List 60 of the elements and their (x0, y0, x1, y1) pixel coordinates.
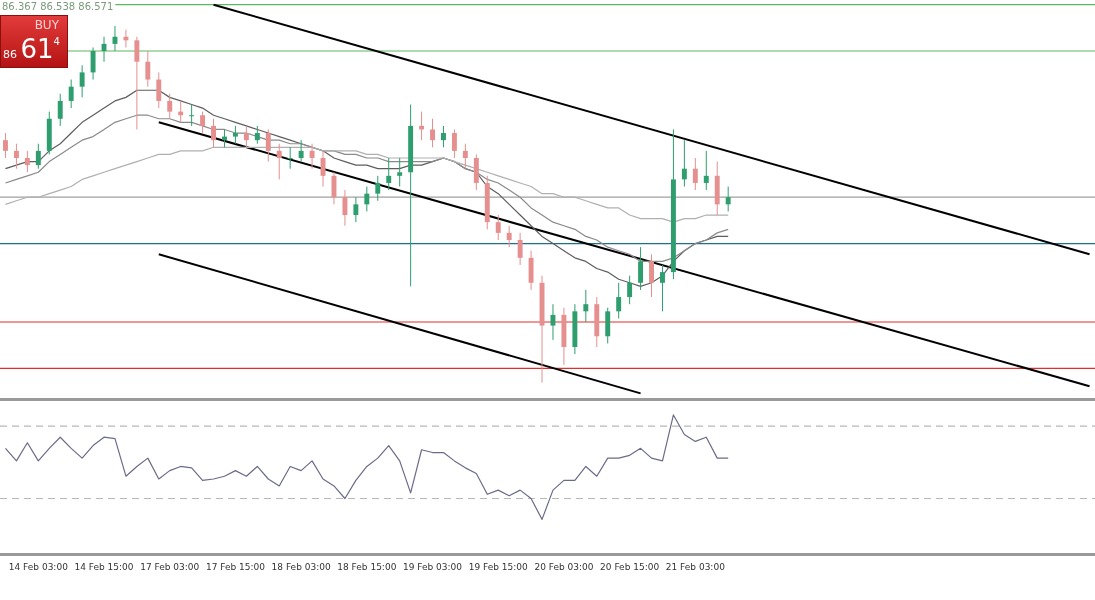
candlestick (265, 128, 271, 163)
candlestick (583, 289, 589, 323)
candlestick (156, 71, 162, 109)
candlestick (167, 93, 173, 120)
candlestick (145, 50, 151, 88)
candlestick (134, 36, 140, 130)
candlestick (57, 93, 63, 127)
candlestick (90, 46, 96, 81)
candlestick (703, 150, 709, 191)
candlestick (649, 253, 654, 298)
candlestick (627, 275, 633, 305)
x-tick-label: 20 Feb 03:00 (534, 561, 594, 572)
x-tick-label: 21 Feb 03:00 (665, 561, 726, 572)
candlestick (441, 125, 446, 148)
x-tick-label: 14 Feb 15:00 (74, 561, 134, 572)
x-tick-label: 17 Feb 03:00 (140, 561, 200, 572)
candlestick (451, 128, 457, 159)
candlestick (375, 175, 381, 202)
x-tick-label: 18 Feb 15:00 (337, 561, 397, 572)
candlestick (309, 143, 315, 170)
candlestick (79, 64, 85, 98)
candlestick (342, 189, 348, 227)
candlestick (298, 139, 304, 163)
candlestick (638, 246, 644, 291)
candlestick (200, 111, 206, 134)
x-tick-label: 14 Feb 03:00 (8, 561, 69, 572)
candlestick (189, 104, 195, 127)
candlestick (353, 196, 359, 223)
x-tick-label: 17 Feb 15:00 (205, 561, 266, 572)
x-tick-label: 20 Feb 15:00 (600, 561, 660, 572)
candlestick (616, 282, 622, 319)
candlestick (287, 146, 293, 170)
candlestick (35, 143, 41, 170)
candlestick (681, 139, 687, 188)
candlestick (13, 143, 19, 170)
annotation: 86 (3, 48, 18, 61)
candlestick (24, 150, 30, 173)
candlestick (68, 79, 74, 109)
candlestick (506, 225, 512, 248)
candlestick (725, 186, 731, 212)
text: 86.367 86.538 86.571 (2, 0, 114, 12)
candlestick (692, 157, 698, 191)
candlestick (243, 125, 249, 148)
candlestick (386, 157, 392, 191)
candlestick (660, 264, 665, 312)
candlestick (495, 214, 501, 241)
candlestick (430, 118, 435, 148)
candlestick (3, 132, 8, 159)
candlestick (517, 232, 523, 266)
candlestick (276, 143, 282, 180)
candlestick (397, 157, 403, 188)
annotation: BUY (34, 18, 59, 32)
candlestick (462, 143, 468, 170)
candlestick (364, 186, 370, 212)
x-tick-label: 18 Feb 03:00 (271, 561, 331, 572)
x-tick-label: 19 Feb 03:00 (403, 561, 463, 572)
candlestick (211, 118, 216, 148)
order-panel: BUY 86 61$^{4}$ (0, 15, 68, 68)
x-tick-label: 19 Feb 15:00 (468, 561, 529, 572)
annotation: 4 (53, 36, 60, 47)
